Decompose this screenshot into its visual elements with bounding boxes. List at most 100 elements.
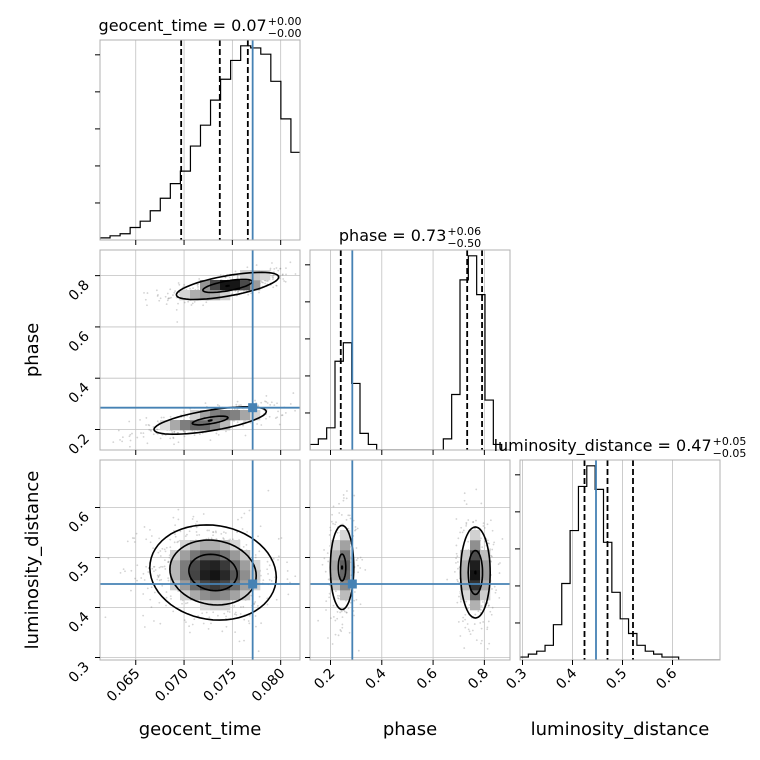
x-tick-label: 0.4 xyxy=(363,665,390,692)
title-sup: +0.00 xyxy=(268,15,302,28)
sample-point xyxy=(335,521,337,524)
sample-point xyxy=(169,415,172,418)
sample-point xyxy=(183,619,186,622)
density-cell xyxy=(180,290,191,301)
sample-point xyxy=(164,568,167,570)
density-cell xyxy=(230,410,241,421)
sample-point xyxy=(279,267,282,270)
sample-point xyxy=(472,521,474,524)
sample-point xyxy=(361,558,364,561)
sample-point xyxy=(207,628,210,630)
sample-point xyxy=(159,437,162,440)
sample-point xyxy=(133,537,136,540)
sample-point xyxy=(225,430,227,433)
sample-point xyxy=(212,531,215,534)
sample-point xyxy=(355,547,358,549)
sample-point xyxy=(357,649,360,652)
sample-point xyxy=(174,290,177,292)
sample-point xyxy=(336,617,339,620)
sample-point xyxy=(177,441,180,444)
sample-point xyxy=(177,518,180,521)
sample-point xyxy=(193,430,196,433)
sample-point xyxy=(143,579,146,581)
density-cell xyxy=(250,280,261,291)
density-cell xyxy=(190,410,201,421)
sample-point xyxy=(190,450,192,452)
sample-point xyxy=(334,633,337,636)
sample-point xyxy=(219,274,222,276)
sample-point xyxy=(486,523,489,526)
x-tick-label: 0.070 xyxy=(152,666,192,706)
sample-point xyxy=(339,629,342,631)
sample-point xyxy=(455,544,458,547)
sample-point xyxy=(349,517,352,520)
sample-point xyxy=(342,499,345,502)
sample-point xyxy=(323,557,326,560)
density-cell xyxy=(220,410,231,421)
sample-point xyxy=(193,300,196,303)
sample-point xyxy=(236,400,239,403)
sample-point xyxy=(156,420,159,423)
sample-point xyxy=(332,604,335,607)
sample-point xyxy=(480,502,483,505)
sample-point xyxy=(304,273,306,275)
sample-point xyxy=(456,580,459,583)
sample-point xyxy=(151,567,154,570)
sample-point xyxy=(185,602,187,605)
sample-point xyxy=(254,615,257,617)
sample-point xyxy=(236,291,239,293)
sample-point xyxy=(177,508,180,511)
sample-point xyxy=(104,616,107,619)
sample-point xyxy=(277,410,279,413)
sample-point xyxy=(210,537,213,540)
sample-point xyxy=(216,404,219,406)
sample-point xyxy=(336,611,339,613)
sample-point xyxy=(337,597,339,600)
sample-point xyxy=(337,634,340,637)
sample-point xyxy=(325,402,327,404)
sample-point xyxy=(143,526,146,528)
sample-point xyxy=(275,284,278,287)
sample-point xyxy=(348,514,351,517)
sample-point xyxy=(206,529,209,532)
sample-point xyxy=(489,519,492,522)
sample-point xyxy=(237,290,240,293)
sample-point xyxy=(183,285,185,288)
density-cell xyxy=(250,560,261,571)
sample-point xyxy=(473,623,476,625)
sample-point xyxy=(483,527,486,529)
sample-point xyxy=(243,512,246,515)
density-cell xyxy=(340,530,351,541)
sample-point xyxy=(490,560,493,563)
sample-point xyxy=(233,420,235,422)
sample-point xyxy=(158,299,161,302)
sample-point xyxy=(468,604,471,606)
sample-point xyxy=(267,573,269,575)
sample-point xyxy=(285,267,287,270)
sample-point xyxy=(133,541,136,543)
density-cell xyxy=(160,420,171,431)
sample-point xyxy=(275,598,278,601)
sample-point xyxy=(467,540,470,543)
sample-point xyxy=(265,395,268,397)
density-cell xyxy=(480,590,491,601)
density-cell xyxy=(230,550,241,561)
sample-point xyxy=(491,588,493,590)
sample-point xyxy=(260,424,263,426)
sample-point xyxy=(462,616,465,619)
sample-point xyxy=(285,273,287,276)
sample-point xyxy=(189,631,191,634)
sample-point xyxy=(489,610,492,613)
sample-point xyxy=(173,291,176,294)
density-cell xyxy=(250,570,261,581)
sample-point xyxy=(346,490,348,492)
sample-point xyxy=(277,537,280,540)
sample-point xyxy=(169,595,172,598)
sample-point xyxy=(349,601,352,604)
sample-point xyxy=(330,520,333,523)
sample-point xyxy=(462,620,464,623)
sample-point xyxy=(334,523,337,526)
sample-point xyxy=(162,416,165,419)
sample-point xyxy=(157,576,160,579)
density-cell xyxy=(190,290,201,301)
